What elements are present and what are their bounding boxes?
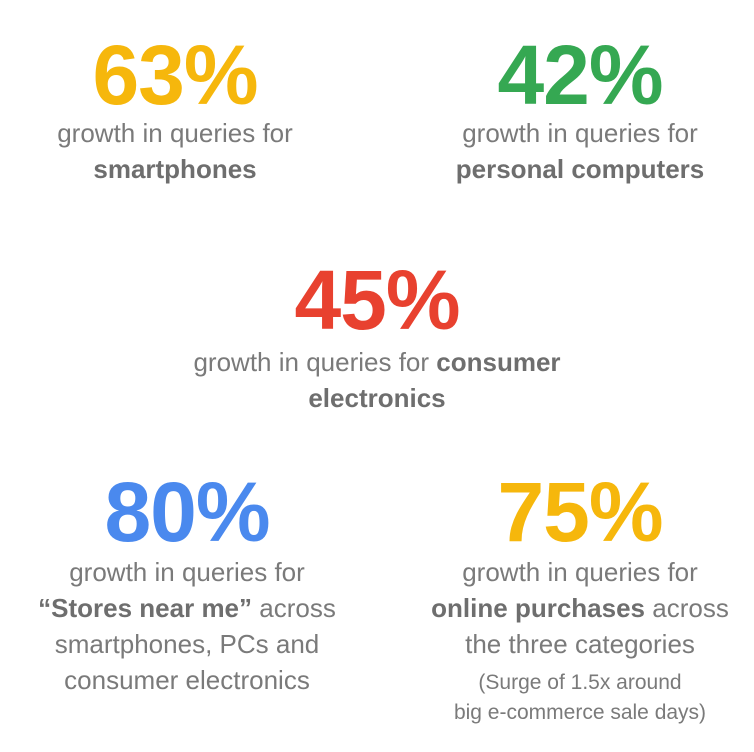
- text: growth in queries for: [57, 118, 293, 148]
- text: growth in queries for: [69, 557, 305, 587]
- description-line: growth in queries for: [390, 115, 754, 151]
- description-line: the three categories: [390, 626, 754, 662]
- bold-text: personal computers: [455, 154, 705, 184]
- bold-text: online purchases: [431, 593, 646, 623]
- description-line: “Stores near me” across: [0, 590, 377, 626]
- text: smartphones, PCs and: [54, 629, 320, 659]
- stat-description: growth in queries for “Stores near me” ac…: [0, 554, 377, 698]
- description-line: growth in queries for: [0, 115, 365, 151]
- stat-block: 45% growth in queries for consumer electro…: [187, 258, 567, 416]
- bold-text: electronics: [308, 383, 446, 413]
- description-line: smartphones: [0, 151, 365, 187]
- bold-text: “Stores near me”: [38, 593, 253, 623]
- stat-figure: 42%: [497, 28, 663, 122]
- stat-description: growth in queries for online purchases ac…: [390, 554, 754, 662]
- description-line: consumer electronics: [0, 662, 377, 698]
- description-line: smartphones, PCs and: [0, 626, 377, 662]
- text: across: [252, 593, 336, 623]
- description-line: electronics: [187, 380, 567, 416]
- stat-block: 63% growth in queries for smartphones: [0, 33, 365, 187]
- description-line: growth in queries for consumer: [187, 344, 567, 380]
- stat-block: 75% growth in queries for online purchases…: [390, 470, 754, 728]
- note-line: big e-commerce sale days): [453, 701, 707, 724]
- text: across: [645, 593, 729, 623]
- stat-block: 42% growth in queries for personal compute…: [390, 33, 754, 187]
- stat-description: growth in queries for personal computers: [390, 115, 754, 187]
- description-line: growth in queries for: [0, 554, 377, 590]
- text: the three categories: [465, 629, 695, 659]
- description-line: growth in queries for: [390, 554, 754, 590]
- stat-figure: 75%: [497, 465, 663, 559]
- stat-figure: 45%: [294, 253, 460, 347]
- stat-block: 80% growth in queries for “Stores near me”…: [0, 470, 377, 698]
- stat-figure: 63%: [92, 28, 258, 122]
- text: consumer electronics: [64, 665, 310, 695]
- note-line: (Surge of 1.5x around: [478, 671, 682, 694]
- text: growth in queries for: [462, 557, 698, 587]
- bold-text: consumer: [436, 347, 561, 377]
- description-line: online purchases across: [390, 590, 754, 626]
- description-line: personal computers: [390, 151, 754, 187]
- bold-text: smartphones: [93, 154, 257, 184]
- text: growth in queries for: [193, 347, 437, 377]
- note: (Surge of 1.5x around big e-commerce sale…: [390, 668, 754, 728]
- stat-description: growth in queries for consumer electronic…: [187, 344, 567, 416]
- text: growth in queries for: [462, 118, 698, 148]
- stat-description: growth in queries for smartphones: [0, 115, 365, 187]
- stat-figure: 80%: [104, 465, 270, 559]
